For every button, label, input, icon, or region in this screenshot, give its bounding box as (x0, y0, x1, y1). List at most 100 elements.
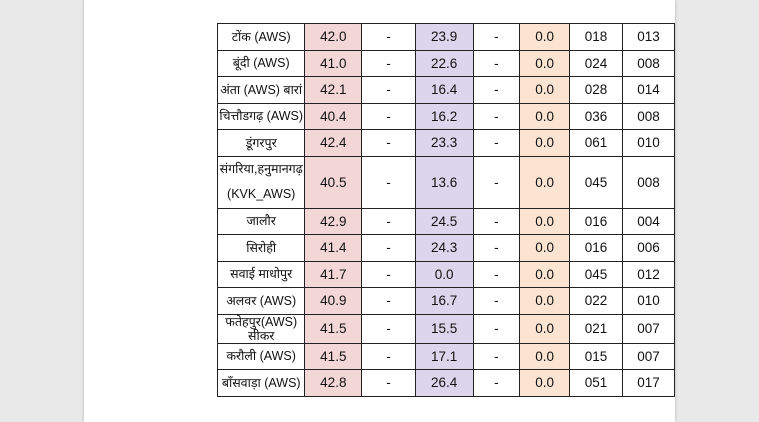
max-temp-dep-cell: - (361, 129, 416, 157)
rainfall-cell: 0.0 (519, 129, 571, 157)
station-cell: डूंगरपुर (216, 129, 306, 157)
station-cell: टोंक (AWS) (216, 23, 306, 51)
station-cell: बूंदी (AWS) (216, 49, 306, 77)
max-temp-dep-cell: - (361, 76, 416, 104)
min-temp-cell: 15.5 (414, 313, 474, 344)
min-temp-cell: 16.7 (414, 287, 474, 315)
min-temp-cell: 24.3 (414, 234, 474, 262)
humidity-cell-2: 008 (621, 155, 676, 209)
humidity-cell-1: 018 (569, 23, 623, 51)
max-temp-dep-cell: - (361, 102, 416, 130)
rainfall-cell: 0.0 (519, 234, 571, 262)
table-row: डूंगरपुर 42.4-23.3-0.0 061 010 (216, 129, 676, 157)
humidity-cell-2: 008 (621, 49, 676, 77)
humidity-cell-1: 016 (569, 234, 623, 262)
rainfall-cell: 0.0 (519, 49, 571, 77)
table-row: चित्तौडगढ़ (AWS) 40.4-16.2-0.0 036 008 (216, 102, 676, 130)
station-cell: अंता (AWS) बारां (216, 76, 306, 104)
max-temp-cell: 42.4 (304, 129, 363, 157)
rainfall-cell: 0.0 (519, 207, 571, 235)
humidity-cell-2: 007 (621, 313, 676, 344)
station-cell: करौली (AWS) (216, 342, 306, 370)
table-row: फतेहपुर(AWS) सीकर 41.5-15.5-0.0 021 007 (216, 313, 676, 344)
min-temp-cell: 23.3 (414, 129, 474, 157)
humidity-cell-1: 024 (569, 49, 623, 77)
station-cell: बाँसवाड़ा (AWS) (216, 369, 306, 397)
min-temp-cell: 13.6 (414, 155, 474, 209)
min-temp-dep-cell: - (472, 369, 521, 397)
min-temp-cell: 0.0 (414, 260, 474, 288)
max-temp-cell: 41.5 (304, 313, 363, 344)
max-temp-dep-cell: - (361, 234, 416, 262)
station-cell: जालौर (216, 207, 306, 235)
humidity-cell-1: 022 (569, 287, 623, 315)
min-temp-cell: 17.1 (414, 342, 474, 370)
humidity-cell-1: 021 (569, 313, 623, 344)
document-page: टोंक (AWS) 42.0-23.9-0.0 018 013 बूंदी (AWS)… (84, 0, 676, 422)
min-temp-dep-cell: - (472, 49, 521, 77)
weather-table: टोंक (AWS) 42.0-23.9-0.0 018 013 बूंदी (AWS)… (216, 23, 676, 397)
min-temp-dep-cell: - (472, 234, 521, 262)
rainfall-cell: 0.0 (519, 287, 571, 315)
humidity-cell-1: 036 (569, 102, 623, 130)
humidity-cell-1: 028 (569, 76, 623, 104)
max-temp-cell: 41.0 (304, 49, 363, 77)
station-cell: फतेहपुर(AWS) सीकर (216, 313, 306, 344)
max-temp-cell: 42.0 (304, 23, 363, 51)
min-temp-dep-cell: - (472, 102, 521, 130)
max-temp-cell: 42.9 (304, 207, 363, 235)
humidity-cell-1: 016 (569, 207, 623, 235)
min-temp-cell: 22.6 (414, 49, 474, 77)
min-temp-dep-cell: - (472, 155, 521, 209)
humidity-cell-2: 010 (621, 129, 676, 157)
humidity-cell-2: 017 (621, 369, 676, 397)
min-temp-cell: 16.2 (414, 102, 474, 130)
rainfall-cell: 0.0 (519, 102, 571, 130)
humidity-cell-1: 045 (569, 260, 623, 288)
min-temp-cell: 26.4 (414, 369, 474, 397)
humidity-cell-2: 010 (621, 287, 676, 315)
max-temp-dep-cell: - (361, 49, 416, 77)
humidity-cell-2: 004 (621, 207, 676, 235)
min-temp-cell: 24.5 (414, 207, 474, 235)
table-row: जालौर 42.9-24.5-0.0 016 004 (216, 207, 676, 235)
max-temp-dep-cell: - (361, 287, 416, 315)
max-temp-cell: 40.9 (304, 287, 363, 315)
station-cell: अलवर (AWS) (216, 287, 306, 315)
humidity-cell-2: 012 (621, 260, 676, 288)
min-temp-dep-cell: - (472, 342, 521, 370)
rainfall-cell: 0.0 (519, 369, 571, 397)
max-temp-dep-cell: - (361, 369, 416, 397)
table-row: सवाई माधोपुर 41.7-0.0-0.0 045 012 (216, 260, 676, 288)
humidity-cell-2: 013 (621, 23, 676, 51)
table-row: बाँसवाड़ा (AWS) 42.8-26.4-0.0 051 017 (216, 369, 676, 397)
min-temp-cell: 16.4 (414, 76, 474, 104)
max-temp-cell: 40.4 (304, 102, 363, 130)
rainfall-cell: 0.0 (519, 313, 571, 344)
humidity-cell-1: 045 (569, 155, 623, 209)
table-row: टोंक (AWS) 42.0-23.9-0.0 018 013 (216, 23, 676, 51)
max-temp-cell: 40.5 (304, 155, 363, 209)
rainfall-cell: 0.0 (519, 23, 571, 51)
max-temp-dep-cell: - (361, 260, 416, 288)
max-temp-dep-cell: - (361, 342, 416, 370)
table-row: करौली (AWS) 41.5-17.1-0.0 015 007 (216, 342, 676, 370)
max-temp-dep-cell: - (361, 207, 416, 235)
min-temp-dep-cell: - (472, 76, 521, 104)
weather-table-body: टोंक (AWS) 42.0-23.9-0.0 018 013 बूंदी (AWS)… (216, 23, 676, 397)
rainfall-cell: 0.0 (519, 342, 571, 370)
humidity-cell-1: 015 (569, 342, 623, 370)
min-temp-dep-cell: - (472, 23, 521, 51)
max-temp-dep-cell: - (361, 313, 416, 344)
table-row: संगरिया,हनुमानगढ़ (KVK_AWS) 40.5-13.6-0.0… (216, 155, 676, 209)
min-temp-cell: 23.9 (414, 23, 474, 51)
humidity-cell-2: 014 (621, 76, 676, 104)
rainfall-cell: 0.0 (519, 260, 571, 288)
max-temp-cell: 41.4 (304, 234, 363, 262)
max-temp-cell: 42.1 (304, 76, 363, 104)
max-temp-dep-cell: - (361, 23, 416, 51)
humidity-cell-2: 006 (621, 234, 676, 262)
rainfall-cell: 0.0 (519, 155, 571, 209)
table-row: सिरोही 41.4-24.3-0.0 016 006 (216, 234, 676, 262)
station-cell: सिरोही (216, 234, 306, 262)
